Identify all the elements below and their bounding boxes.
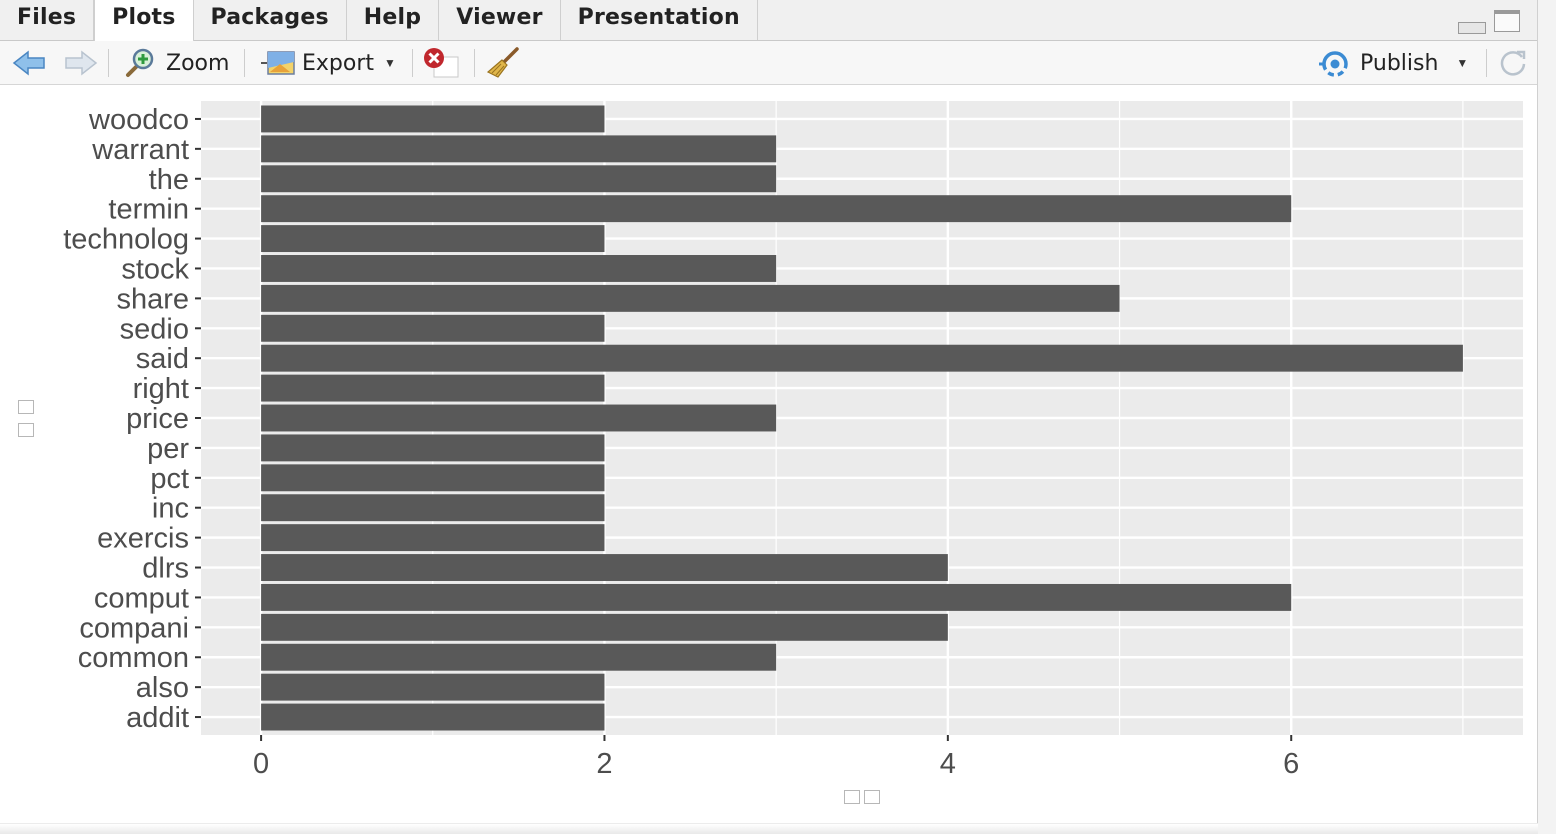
y-axis-tick-label: comput bbox=[94, 582, 189, 614]
remove-plot-icon bbox=[424, 48, 459, 78]
chart-bar-common bbox=[261, 643, 777, 671]
y-axis-tick-label: the bbox=[149, 164, 189, 196]
y-axis-tick-label: termin bbox=[108, 194, 189, 226]
y-axis-tick-label: inc bbox=[152, 493, 189, 525]
forward-button[interactable] bbox=[62, 41, 98, 85]
plots-toolbar: Zoom Export ▼ bbox=[0, 41, 1538, 85]
window-controls bbox=[1458, 10, 1520, 34]
tab-presentation[interactable]: Presentation bbox=[561, 0, 758, 40]
chart-bars bbox=[261, 105, 1463, 731]
remove-plot-button[interactable] bbox=[422, 41, 460, 85]
refresh-icon bbox=[1500, 50, 1526, 76]
y-axis-title-glyph bbox=[18, 400, 34, 414]
y-axis-tick-label: technolog bbox=[63, 224, 189, 256]
x-axis-tick-label: 0 bbox=[253, 748, 269, 780]
chevron-down-icon: ▼ bbox=[384, 56, 396, 70]
zoom-label: Zoom bbox=[166, 50, 230, 76]
tab-packages[interactable]: Packages bbox=[194, 0, 347, 40]
x-axis-title-glyph bbox=[864, 790, 880, 804]
chart-bar-share bbox=[261, 284, 1120, 312]
y-axis-tick-label: dlrs bbox=[142, 553, 189, 585]
chart-bar-technolog bbox=[261, 225, 605, 253]
y-axis-tick-label: share bbox=[116, 283, 189, 315]
publish-button[interactable]: Publish ▼ bbox=[1318, 41, 1468, 85]
tab-help[interactable]: Help bbox=[347, 0, 440, 40]
export-button[interactable]: Export ▼ bbox=[260, 41, 396, 85]
chart-bar-sedio bbox=[261, 314, 605, 342]
toolbar-separator bbox=[412, 49, 413, 77]
chart-bar-addit bbox=[261, 703, 605, 731]
toolbar-separator bbox=[108, 49, 109, 77]
chart-bar-warrant bbox=[261, 135, 777, 163]
chart-bar-inc bbox=[261, 494, 605, 522]
maximize-pane-icon[interactable] bbox=[1494, 10, 1520, 32]
toolbar-separator bbox=[474, 49, 475, 77]
x-axis-tick-label: 6 bbox=[1283, 748, 1299, 780]
y-axis-tick-label: sedio bbox=[120, 313, 189, 345]
y-axis-tick-label: pct bbox=[150, 463, 189, 495]
tab-plots[interactable]: Plots bbox=[94, 0, 194, 42]
refresh-button[interactable] bbox=[1498, 41, 1528, 85]
x-axis-tick-label: 4 bbox=[940, 748, 956, 780]
forward-arrow-icon bbox=[65, 50, 98, 76]
broom-icon bbox=[486, 47, 519, 78]
chevron-down-icon: ▼ bbox=[1456, 56, 1469, 70]
clear-all-plots-button[interactable] bbox=[486, 41, 520, 85]
chart-bar-exercis bbox=[261, 524, 605, 552]
y-axis-tick-label: exercis bbox=[97, 523, 189, 555]
zoom-icon bbox=[126, 48, 154, 77]
y-axis-title-glyph bbox=[18, 423, 34, 437]
back-arrow-icon bbox=[12, 50, 45, 76]
chart-bar-dlrs bbox=[261, 554, 948, 581]
zoom-button[interactable]: Zoom bbox=[124, 41, 229, 85]
chart-bar-stock bbox=[261, 255, 777, 282]
publish-label: Publish bbox=[1360, 50, 1439, 76]
chart-bar-comput bbox=[261, 583, 1292, 611]
toolbar-separator bbox=[1486, 49, 1487, 77]
chart-bar-right bbox=[261, 374, 605, 402]
y-axis-tick-label: said bbox=[136, 343, 189, 375]
chart-bar-the bbox=[261, 165, 777, 193]
chart-bar-compani bbox=[261, 613, 948, 641]
tab-files[interactable]: Files bbox=[0, 0, 95, 40]
export-icon bbox=[261, 51, 295, 75]
y-axis-tick-label: addit bbox=[126, 702, 189, 734]
minimize-pane-icon[interactable] bbox=[1458, 22, 1486, 34]
chart-bar-per bbox=[261, 434, 605, 462]
chart-bar-woodco bbox=[261, 105, 605, 133]
tab-viewer[interactable]: Viewer bbox=[439, 0, 561, 40]
chart-bar-also bbox=[261, 673, 605, 701]
y-axis-tick-label: warrant bbox=[91, 134, 189, 166]
chart-bar-price bbox=[261, 404, 777, 432]
y-axis-tick-label: compani bbox=[79, 612, 189, 644]
x-axis-title-glyph bbox=[844, 790, 860, 804]
toolbar-separator bbox=[244, 49, 245, 77]
chart-x-axis: 0 2 4 6 bbox=[253, 735, 1299, 780]
export-label: Export bbox=[302, 50, 375, 76]
y-axis-tick-label: also bbox=[136, 672, 189, 704]
back-button[interactable] bbox=[12, 41, 48, 85]
bar-chart: additalsocommoncompanicomputdlrsexercisi… bbox=[63, 101, 1523, 780]
pane-right-border bbox=[1537, 0, 1556, 834]
publish-icon bbox=[1319, 51, 1348, 77]
chart-bar-said bbox=[261, 344, 1463, 372]
x-axis-tick-label: 2 bbox=[596, 748, 612, 780]
y-axis-tick-label: woodco bbox=[88, 104, 189, 136]
y-axis-tick-label: stock bbox=[121, 253, 189, 285]
pane-tab-bar: Files Plots Packages Help Viewer Present… bbox=[0, 0, 1538, 42]
y-axis-tick-label: per bbox=[147, 433, 189, 465]
pane-bottom-border bbox=[0, 823, 1538, 834]
y-axis-tick-label: price bbox=[126, 403, 189, 435]
y-axis-tick-label: common bbox=[78, 642, 189, 674]
chart-bar-pct bbox=[261, 464, 605, 492]
chart-y-axis: additalsocommoncompanicomputdlrsexercisi… bbox=[63, 104, 201, 734]
chart-bar-termin bbox=[261, 195, 1292, 223]
y-axis-tick-label: right bbox=[133, 373, 189, 405]
